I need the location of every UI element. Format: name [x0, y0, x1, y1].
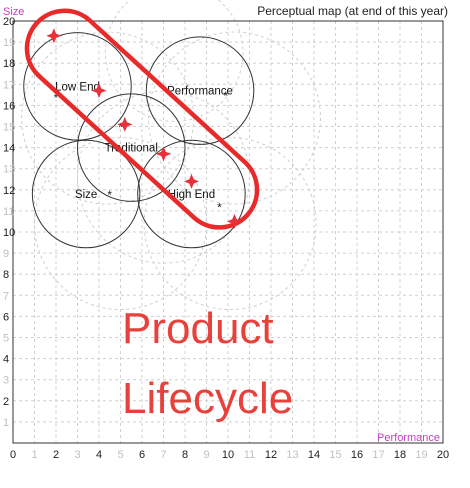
x-tick-label: 9	[203, 449, 209, 461]
x-tick-label: 15	[329, 449, 341, 461]
y-tick-label: 11	[3, 206, 14, 218]
y-tick-label: 5	[3, 333, 9, 345]
x-tick-label: 1	[31, 449, 37, 461]
x-tick-label: 14	[308, 449, 320, 461]
segment-circle	[23, 32, 132, 141]
x-tick-label: 2	[53, 449, 59, 461]
y-tick-label: 7	[3, 290, 9, 302]
y-tick-label: 10	[3, 227, 15, 239]
y-tick-label: 4	[3, 354, 9, 366]
faint-circle	[21, 31, 195, 205]
product-marker	[46, 28, 62, 44]
faint-circle	[104, 0, 244, 122]
ideal-spot-marker: *	[107, 188, 112, 202]
x-tick-label: 19	[415, 449, 427, 461]
y-tick-label: 9	[3, 248, 9, 260]
lifecycle-band-outline	[24, 8, 260, 230]
overlay-title-line2: Lifecycle	[122, 374, 293, 423]
y-tick-label: 2	[3, 396, 9, 408]
y-tick-label: 13	[3, 164, 15, 176]
product-marker	[184, 173, 199, 189]
x-tick-label: 17	[372, 449, 384, 461]
faint-circle	[77, 90, 250, 264]
segment-label: Performance	[167, 86, 233, 98]
segment-label: High End	[168, 189, 215, 201]
y-axis-title: Size	[3, 6, 24, 18]
y-tick-label: 17	[3, 79, 15, 91]
x-tick-label: 13	[286, 449, 298, 461]
x-axis-title: Performance	[377, 432, 440, 444]
x-tick-label: 5	[117, 449, 123, 461]
plot-frame	[12, 20, 444, 444]
chart-title: Perceptual map (at end of this year)	[257, 4, 448, 18]
x-tick-label: 3	[74, 449, 80, 461]
y-tick-label: 18	[3, 58, 15, 70]
faint-circles	[21, 0, 321, 311]
product-marker	[117, 116, 133, 132]
ideal-spot-marker: *	[54, 91, 59, 105]
y-tick-label: 12	[3, 185, 15, 197]
segment-circles: Low End* Performance*Traditional*Size * Hig…	[23, 32, 255, 249]
overlay-title-line1: Product	[122, 304, 274, 353]
x-tick-label: 11	[244, 449, 255, 461]
lifecycle-band	[24, 8, 260, 230]
y-tick-label: 3	[3, 375, 9, 387]
product-marker	[91, 83, 107, 99]
x-tick-label: 12	[265, 449, 277, 461]
y-tick-label: 20	[3, 16, 15, 28]
segment-circle	[137, 139, 246, 249]
y-tick-label: 15	[3, 122, 15, 134]
x-tick-label: 4	[96, 449, 102, 461]
product-marker	[227, 213, 242, 229]
x-tick-label: 20	[437, 449, 449, 461]
product-marker	[156, 146, 171, 162]
ideal-spot-marker: *	[217, 201, 222, 215]
y-tick-label: 6	[3, 311, 9, 323]
x-tick-label: 16	[351, 449, 363, 461]
ideal-spot-marker: *	[118, 121, 123, 135]
y-tick-label: 19	[3, 37, 15, 49]
y-tick-label: 8	[3, 269, 9, 281]
faint-circle	[143, 137, 317, 311]
x-tick-label: 10	[222, 449, 234, 461]
y-tick-label: 16	[3, 100, 15, 112]
y-tick-label: 1	[3, 417, 9, 429]
segment-circle	[145, 36, 255, 145]
x-tick-label: 8	[182, 449, 188, 461]
x-tick-label: 7	[160, 449, 166, 461]
segment-circle	[77, 93, 186, 202]
segment-circle	[31, 139, 141, 249]
y-tick-label: 14	[3, 143, 15, 155]
segment-label: Size	[75, 189, 97, 201]
faint-circle	[147, 31, 321, 205]
faint-circle	[34, 137, 207, 311]
ideal-spot-marker: *	[224, 89, 229, 103]
grid-lines	[13, 21, 443, 443]
x-tick-label: 6	[139, 449, 145, 461]
x-tick-label: 0	[10, 449, 16, 461]
product-markers	[46, 28, 242, 229]
x-tick-label: 18	[394, 449, 406, 461]
x-axis-ticks: 0 1 2 3 4 5 6 7 8 9 10 11 12 13 14 15 16 17 18 19 20	[10, 449, 449, 461]
segment-label: Low End	[55, 81, 100, 93]
